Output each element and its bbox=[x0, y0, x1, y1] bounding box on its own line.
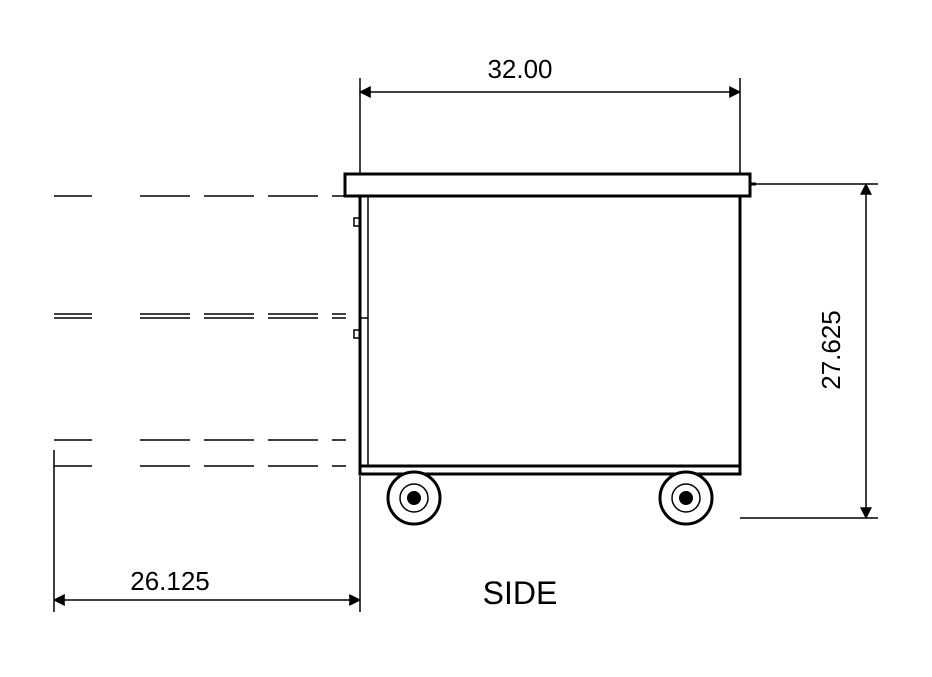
caster-right bbox=[660, 472, 712, 524]
phantom-panel-lines bbox=[54, 196, 346, 466]
dimension-top-width-value: 32.00 bbox=[487, 54, 552, 84]
cabinet bbox=[345, 174, 756, 474]
dimension-right-height-value: 27.625 bbox=[816, 310, 846, 390]
view-label: SIDE bbox=[483, 575, 558, 611]
side-view-drawing: 32.00 27.625 26.125 bbox=[0, 0, 932, 677]
dimension-top-width: 32.00 bbox=[360, 54, 740, 174]
dimension-left-width-value: 26.125 bbox=[130, 566, 210, 596]
dimension-left-width: 26.125 bbox=[54, 450, 360, 612]
dimension-right-height: 27.625 bbox=[740, 184, 878, 518]
caster-left bbox=[388, 472, 440, 524]
